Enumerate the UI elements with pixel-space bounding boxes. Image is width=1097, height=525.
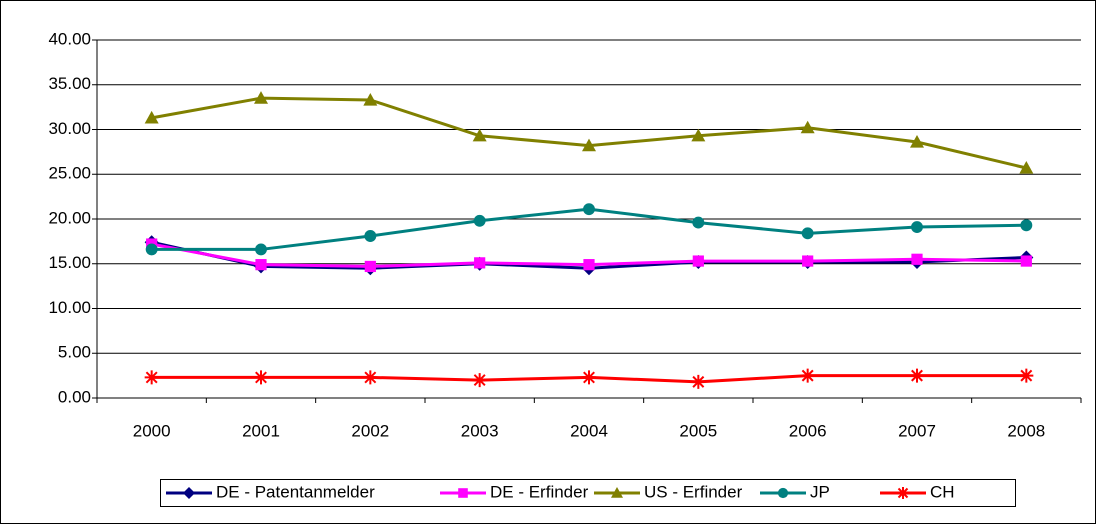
marker	[472, 373, 487, 388]
marker	[254, 370, 268, 385]
marker	[458, 488, 468, 498]
x-tick-label: 2002	[351, 421, 389, 440]
marker	[364, 260, 376, 273]
marker	[582, 138, 596, 152]
marker	[800, 120, 815, 134]
legend-box	[160, 479, 1016, 507]
marker	[363, 370, 378, 385]
marker	[897, 487, 909, 499]
marker	[691, 128, 706, 142]
marker	[473, 214, 486, 227]
y-tick-label: 35.00	[48, 74, 91, 93]
marker	[1019, 368, 1034, 383]
x-tick-label: 2007	[898, 421, 936, 440]
x-tick-label: 2003	[461, 421, 499, 440]
marker	[910, 135, 924, 148]
marker	[183, 487, 195, 499]
marker	[911, 221, 923, 234]
marker	[583, 203, 595, 216]
marker	[255, 259, 267, 271]
y-tick-label: 30.00	[48, 119, 91, 138]
marker	[1020, 255, 1032, 267]
marker	[364, 230, 377, 242]
legend-label: JP	[810, 482, 830, 501]
x-tick-label: 2004	[570, 421, 608, 440]
legend-label: CH	[930, 482, 955, 501]
marker	[692, 216, 705, 229]
marker	[144, 110, 159, 124]
legend-label: US - Erfinder	[644, 482, 743, 501]
marker	[144, 370, 159, 385]
marker	[910, 368, 924, 383]
x-tick-label: 2006	[789, 421, 827, 440]
marker	[692, 255, 704, 267]
marker	[583, 259, 595, 271]
legend-label: DE - Erfinder	[490, 482, 589, 501]
y-tick-label: 20.00	[48, 208, 91, 227]
marker	[255, 243, 267, 256]
y-tick-label: 15.00	[48, 253, 91, 272]
x-tick-label: 2000	[133, 421, 171, 440]
marker	[1020, 219, 1033, 232]
legend-label: DE - Patentanmelder	[216, 482, 375, 501]
y-tick-label: 0.00	[58, 387, 91, 406]
x-tick-label: 2008	[1007, 421, 1045, 440]
y-tick-label: 10.00	[48, 298, 91, 317]
marker	[582, 370, 596, 385]
marker	[472, 128, 487, 142]
y-tick-label: 25.00	[48, 164, 91, 183]
marker	[691, 374, 706, 389]
marker	[800, 368, 815, 383]
marker	[611, 487, 623, 498]
marker	[254, 91, 268, 104]
x-tick-label: 2001	[242, 421, 280, 440]
marker	[802, 255, 814, 267]
marker	[801, 227, 814, 240]
x-tick-label: 2005	[679, 421, 717, 440]
y-tick-label: 40.00	[48, 29, 91, 48]
marker	[145, 243, 158, 256]
y-tick-label: 5.00	[58, 343, 91, 362]
marker	[911, 253, 923, 265]
marker	[474, 257, 486, 269]
marker	[363, 92, 378, 106]
marker	[777, 487, 789, 499]
marker	[1019, 160, 1034, 174]
